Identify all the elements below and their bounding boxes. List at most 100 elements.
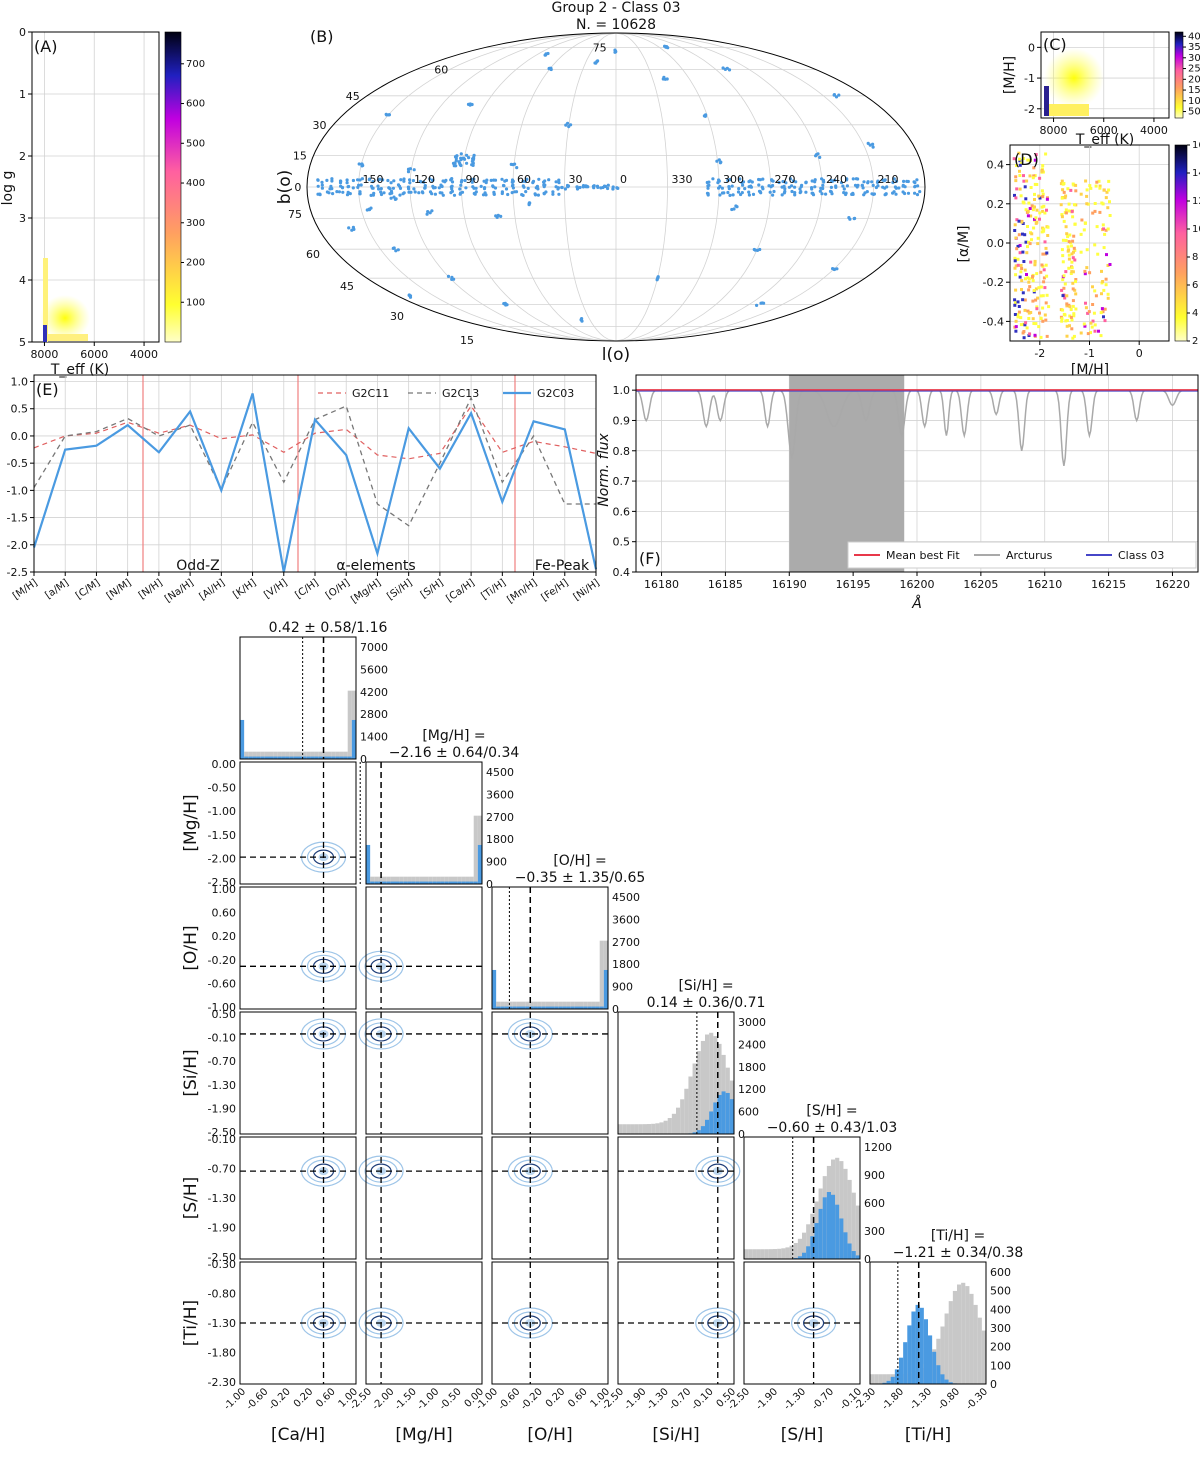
row-ytick: 0.60 [212, 907, 237, 920]
density-cell [1024, 277, 1027, 281]
hist-bar-gray [335, 751, 340, 759]
x-tick-label: [Al/H] [198, 577, 228, 602]
hist-bar-blue [826, 1192, 831, 1259]
density-cell [1026, 276, 1030, 280]
row-ytick: -2.30 [208, 1376, 236, 1389]
star-point [580, 319, 584, 323]
star-point [337, 190, 341, 194]
star-point [782, 191, 787, 195]
hist-bar-blue [579, 1006, 584, 1009]
star-point [706, 192, 710, 196]
row-ytick: -2.50 [208, 1251, 236, 1264]
lat-label: 75 [288, 208, 302, 221]
density-cell [1070, 244, 1073, 248]
star-point [862, 180, 866, 184]
hist-bar-gray [473, 815, 478, 884]
row-ytick: -0.50 [208, 782, 236, 795]
star-point [771, 193, 775, 197]
density-cell [1060, 215, 1064, 219]
hist-bar-blue [843, 1232, 848, 1259]
star-point [829, 185, 834, 189]
star-point [560, 185, 564, 190]
hist-bar-gray [453, 876, 458, 884]
star-point [459, 152, 463, 156]
corner-cell-3-0: 0.50 -0.10 -0.70 -1.30 -1.90 -2.50 [Si/H] [181, 1008, 357, 1139]
hist-bar-blue [347, 756, 352, 759]
density-cell [1093, 243, 1097, 247]
density-cell [1041, 306, 1045, 310]
density-cell [1061, 278, 1065, 282]
col-xtick: -0.80 [936, 1386, 962, 1412]
star-point [452, 164, 456, 168]
density-cell [1013, 193, 1016, 197]
density-cell [1032, 289, 1036, 292]
hist-bar-gray [977, 1317, 982, 1384]
hist-bar-gray [671, 1113, 676, 1134]
density-cell [1070, 209, 1074, 213]
row-ytick: 0.00 [212, 758, 237, 771]
density-cell [1073, 258, 1077, 262]
density-cell [1046, 225, 1050, 229]
density-cell [1034, 322, 1038, 326]
hist-bar-blue [343, 756, 348, 759]
star-point [450, 184, 454, 188]
panel-a-ytick-label: 2 [19, 150, 26, 163]
hist-bar-gray [562, 1001, 567, 1009]
star-point [492, 178, 496, 182]
density-cell [1094, 294, 1098, 298]
star-point [351, 186, 355, 190]
panel-d-xlabel: [M/H] [1071, 362, 1109, 378]
density-cell [1064, 319, 1068, 323]
density-cell [1033, 333, 1037, 337]
hist-bar-blue [457, 881, 462, 884]
density-cell [1026, 309, 1030, 313]
cell-frame [491, 1136, 609, 1260]
hist-bar-gray [415, 876, 420, 884]
star-point [915, 193, 920, 197]
hist-bar-gray [260, 751, 265, 759]
density-cell [1026, 158, 1030, 162]
hist-bar-blue [461, 881, 466, 884]
density-cell [1023, 323, 1027, 327]
star-point [876, 184, 880, 188]
density-cell [1088, 184, 1092, 188]
density-cell [1044, 318, 1048, 322]
density-cell [1026, 245, 1029, 249]
star-point [727, 187, 731, 191]
hist-bar-gray [277, 751, 282, 759]
density-cell [1101, 223, 1105, 227]
star-point [542, 185, 546, 189]
hist-bar-blue [248, 756, 253, 759]
hist-bar-gray [692, 1063, 697, 1134]
density-cell [1100, 269, 1103, 273]
density-cell [1031, 176, 1035, 180]
hist-bar-gray [793, 1243, 798, 1259]
density-cell [1023, 185, 1027, 189]
star-point [500, 177, 504, 181]
hist-bar-blue [386, 881, 391, 884]
density-cell [1103, 307, 1107, 311]
contour [695, 1155, 741, 1187]
star-point [357, 183, 361, 187]
hist-bar-blue [713, 1102, 718, 1134]
corner-diag-5: 600 500 400 300 200 100 0 [Ti/H] =−1.21 ± 0.34/… [852, 1228, 1023, 1445]
star-point [793, 193, 797, 197]
panel-a-xtick-label: 4000 [130, 348, 158, 361]
star-point [347, 226, 351, 230]
contour [358, 1155, 404, 1187]
diag-ytick: 1400 [360, 731, 388, 744]
hist-bar-gray [529, 1001, 534, 1009]
corner-cell-4-1 [358, 1136, 483, 1260]
density-cell [1079, 232, 1083, 236]
hist-bar-gray [374, 876, 379, 884]
row-ytick: -0.70 [208, 1055, 236, 1068]
star-point [370, 186, 374, 190]
star-point [883, 178, 887, 182]
star-point [465, 161, 469, 165]
density-cell [1033, 217, 1036, 221]
hist-bar-gray [395, 876, 400, 884]
panel-f-xtick-label: 16200 [900, 578, 935, 591]
star-point [821, 186, 825, 191]
hist-bar-blue [797, 1256, 802, 1259]
density-cell [1069, 188, 1073, 192]
